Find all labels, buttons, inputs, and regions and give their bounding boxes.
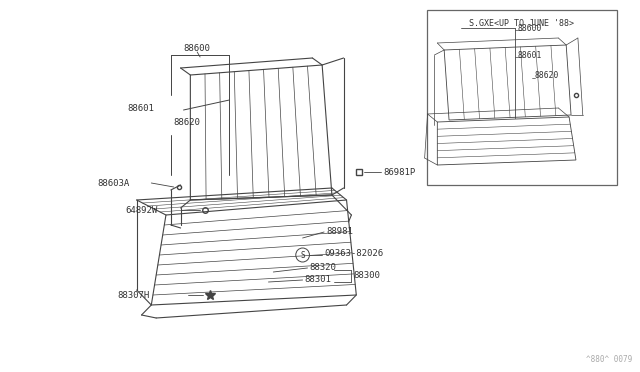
Text: 88600: 88600 bbox=[184, 44, 211, 52]
Text: 88301: 88301 bbox=[305, 275, 332, 283]
Text: 64892W: 64892W bbox=[125, 205, 157, 215]
Text: S.GXE<UP TO JUNE '88>: S.GXE<UP TO JUNE '88> bbox=[469, 19, 574, 28]
Text: 09363-82026: 09363-82026 bbox=[324, 250, 383, 259]
Text: 88620: 88620 bbox=[535, 71, 559, 80]
Text: 88300: 88300 bbox=[353, 272, 380, 280]
Text: 88981: 88981 bbox=[326, 227, 353, 235]
Text: S: S bbox=[300, 251, 305, 260]
Text: 88603A: 88603A bbox=[98, 179, 130, 187]
Text: 88601: 88601 bbox=[127, 103, 154, 112]
Text: 88601: 88601 bbox=[517, 51, 541, 60]
Bar bbox=[427, 10, 617, 185]
Text: 88620: 88620 bbox=[173, 118, 200, 126]
Text: ^880^ 0079: ^880^ 0079 bbox=[586, 356, 632, 365]
Text: 88307H: 88307H bbox=[117, 291, 149, 299]
Text: 88320: 88320 bbox=[310, 263, 337, 272]
Text: 86981P: 86981P bbox=[383, 167, 416, 176]
Text: 88600: 88600 bbox=[517, 23, 541, 32]
